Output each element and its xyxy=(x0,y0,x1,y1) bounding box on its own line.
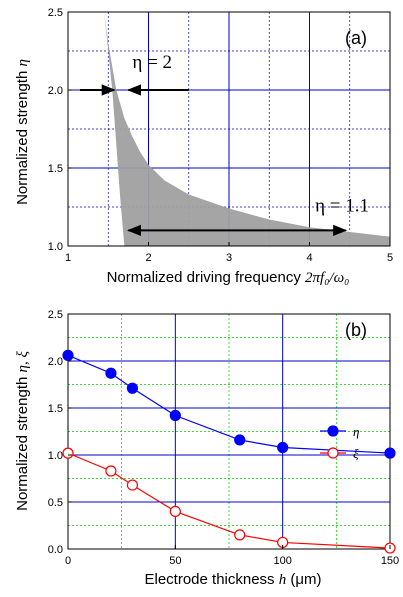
x-tick-label: 0 xyxy=(65,555,71,567)
data-point-xi xyxy=(169,505,181,517)
data-point-xi xyxy=(126,479,138,491)
panel-a-ticks: 1 2 3 4 5 1.0 1.5 2.0 2.5 xyxy=(48,7,393,264)
panel-b-ylabel-text: Normalized strength xyxy=(14,372,31,510)
y-tick-label: 1.5 xyxy=(48,163,63,175)
panel-b-xlabel-math: h xyxy=(279,572,287,588)
data-point-eta xyxy=(384,447,396,459)
data-point-eta xyxy=(126,382,138,394)
data-point-xi xyxy=(234,529,246,541)
panel-a-label: (a) xyxy=(345,28,367,48)
annotation-eta-1.1: η = 1.1 xyxy=(315,196,369,217)
legend-label: η xyxy=(353,424,359,439)
panel-b: 0 50 100 150 0.0 0.5 1.0 1.5 2.0 2.5 ηξ (b) Elect… xyxy=(14,309,399,588)
data-point-eta xyxy=(277,441,289,454)
panel-b-grid xyxy=(68,314,390,549)
x-tick-label: 5 xyxy=(387,252,393,264)
legend-marker xyxy=(327,447,339,459)
panel-a-ylabel-text: Normalized strength xyxy=(14,67,31,205)
y-tick-label: 2.0 xyxy=(48,85,63,97)
data-point-eta xyxy=(169,409,181,422)
panel-a: 1 2 3 4 5 1.0 1.5 2.0 2.5 η = 2 η = 1.1 (a) Norma… xyxy=(14,7,393,286)
data-point-eta xyxy=(105,367,117,379)
x-tick-label: 100 xyxy=(273,555,291,567)
annotation-eta-2: η = 2 xyxy=(132,52,172,73)
panel-a-xlabel: Normalized driving frequency 2πf₀/ω₀ xyxy=(107,269,350,286)
y-tick-label: 0.5 xyxy=(48,497,63,509)
data-point-xi xyxy=(105,465,117,477)
legend-label: ξ xyxy=(353,446,359,461)
x-tick-label: 2 xyxy=(145,252,151,264)
y-tick-label: 2.5 xyxy=(48,7,63,19)
panel-b-xlabel-unit: (μm) xyxy=(286,571,321,588)
stability-region xyxy=(104,12,390,246)
legend-marker xyxy=(327,425,339,437)
panel-a-annotations: η = 2 η = 1.1 xyxy=(80,52,369,236)
panel-b-frame xyxy=(67,313,391,550)
y-tick-label: 0.0 xyxy=(48,544,63,556)
y-tick-label: 1.5 xyxy=(48,403,63,415)
y-tick-label: 2.0 xyxy=(48,356,63,368)
panel-a-xlabel-text: Normalized driving frequency xyxy=(107,269,305,286)
panel-a-ylabel-math: η xyxy=(15,59,31,66)
panel-a-xlabel-math: 2πf₀/ω₀ xyxy=(305,270,349,286)
panel-b-legend: ηξ xyxy=(320,424,359,461)
panel-b-xlabel-text: Electrode thickness xyxy=(144,571,278,588)
x-tick-label: 1 xyxy=(65,252,71,264)
panel-a-ylabel: Normalized strength η xyxy=(14,59,31,205)
data-point-eta xyxy=(62,349,74,361)
panel-b-ylabel: Normalized strength η, ξ xyxy=(14,351,31,511)
panel-b-xlabel: Electrode thickness h (μm) xyxy=(144,571,321,588)
x-tick-label: 3 xyxy=(226,252,232,264)
x-tick-label: 4 xyxy=(306,252,312,264)
y-tick-label: 1.0 xyxy=(48,450,63,462)
x-tick-label: 50 xyxy=(169,555,181,567)
panel-b-ylabel-math: η, ξ xyxy=(15,351,31,373)
panel-b-ticks: 0 50 100 150 0.0 0.5 1.0 1.5 2.0 2.5 xyxy=(48,309,399,567)
x-tick-label: 150 xyxy=(381,555,399,567)
data-point-eta xyxy=(234,434,246,446)
data-point-xi xyxy=(62,447,74,459)
panel-b-series xyxy=(62,349,396,554)
y-tick-label: 2.5 xyxy=(48,309,63,321)
y-tick-label: 1.0 xyxy=(48,241,63,253)
panel-b-label: (b) xyxy=(345,320,367,340)
